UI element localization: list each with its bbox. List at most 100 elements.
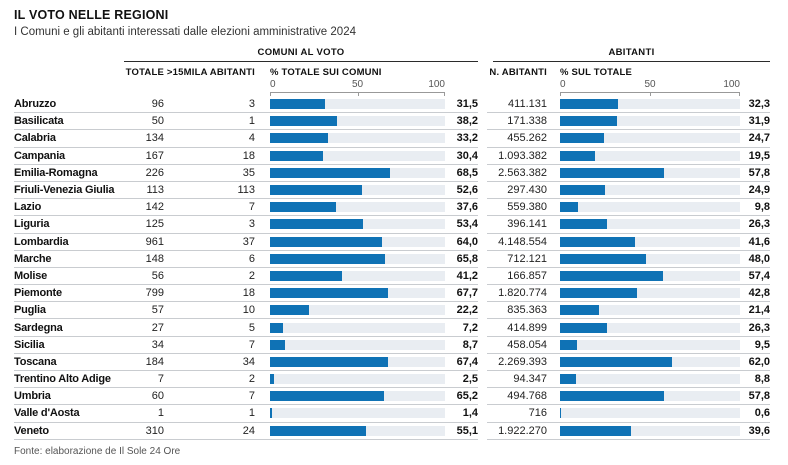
bar-track — [560, 408, 740, 419]
comuni-pct-bar — [255, 199, 445, 215]
abitanti-pct-value: 62,0 — [748, 355, 770, 368]
abitanti-value: 166.857 — [507, 269, 547, 282]
abitanti-pct-value: 48,0 — [748, 252, 770, 265]
bar-track — [270, 99, 445, 110]
table-row: Lazio 142 7 37,6 559.380 9,8 — [14, 199, 774, 217]
region-name: Molise — [14, 269, 48, 282]
abitanti-pct-bar — [547, 268, 740, 284]
table-header: COMUNI AL VOTO ABITANTI TOTALE >15MILA A… — [14, 47, 774, 96]
bar-fill — [270, 305, 309, 316]
bar-fill — [270, 219, 364, 230]
axis-tick-mark — [560, 93, 561, 96]
bar-track — [560, 356, 740, 367]
abitanti-value: 455.262 — [507, 132, 547, 145]
bar-track — [560, 425, 740, 436]
table-row: Sardegna 27 5 7,2 414.899 26,3 — [14, 319, 774, 337]
bar-track — [560, 150, 740, 161]
abitanti-pct-bar — [547, 354, 740, 370]
bar-fill — [270, 133, 329, 144]
comuni-over15k-value: 2 — [248, 269, 255, 282]
region-name: Marche — [14, 252, 52, 265]
comuni-bar-axis: 0 50 100 — [270, 79, 445, 96]
comuni-over15k-value: 5 — [248, 321, 255, 334]
comuni-totale-value: 125 — [145, 218, 164, 231]
comuni-pct-value: 30,4 — [456, 149, 478, 162]
group-label-abitanti: ABITANTI — [493, 47, 770, 62]
comuni-pct-value: 1,4 — [462, 407, 478, 420]
bar-track — [270, 150, 445, 161]
axis-tick-label-100: 100 — [428, 79, 445, 90]
table-row: Veneto 310 24 55,1 1.922.270 39,6 — [14, 423, 774, 440]
bar-track — [270, 202, 445, 213]
region-name: Valle d'Aosta — [14, 407, 80, 420]
comuni-totale-value: 167 — [145, 149, 164, 162]
abitanti-pct-value: 19,5 — [748, 149, 770, 162]
comuni-totale-value: 56 — [151, 269, 164, 282]
table-row: Sicilia 34 7 8,7 458.054 9,5 — [14, 337, 774, 354]
abitanti-value: 2.563.382 — [498, 166, 547, 179]
region-name: Umbria — [14, 390, 51, 403]
comuni-totale-value: 961 — [145, 235, 164, 248]
bar-track — [560, 133, 740, 144]
region-name: Sicilia — [14, 338, 45, 351]
abitanti-pct-value: 41,6 — [748, 235, 770, 248]
region-name: Lazio — [14, 201, 42, 214]
comuni-over15k-value: 24 — [242, 424, 255, 437]
abitanti-pct-bar — [547, 130, 740, 146]
region-name: Puglia — [14, 304, 46, 317]
comuni-axis-wrap: 0 50 100 — [255, 79, 445, 96]
table-row: Molise 56 2 41,2 166.857 57,4 — [14, 268, 774, 286]
axis-tick-label-0: 0 — [560, 79, 566, 90]
abitanti-value: 94.347 — [513, 373, 547, 386]
comuni-pct-value: 41,2 — [456, 269, 478, 282]
bar-track — [560, 339, 740, 350]
bar-fill — [560, 167, 665, 178]
comuni-pct-bar — [255, 423, 445, 439]
bar-track — [560, 391, 740, 402]
bar-track — [270, 219, 445, 230]
table-row: Toscana 184 34 67,4 2.269.393 62,0 — [14, 354, 774, 371]
comuni-totale-value: 27 — [151, 321, 164, 334]
bar-track — [560, 236, 740, 247]
bar-track — [270, 305, 445, 316]
comuni-pct-bar — [255, 113, 445, 129]
abitanti-pct-bar — [547, 113, 740, 129]
bar-track — [270, 288, 445, 299]
comuni-over15k-value: 113 — [237, 184, 255, 197]
bar-track — [560, 116, 740, 127]
comuni-totale-value: 142 — [145, 201, 164, 214]
abitanti-pct-value: 9,8 — [754, 201, 770, 214]
column-header-row: TOTALE >15MILA ABITANTI % TOTALE SUI COM… — [14, 67, 774, 78]
bar-fill — [270, 202, 336, 213]
bar-track — [270, 116, 445, 127]
bar-track — [560, 374, 740, 385]
bar-fill — [560, 391, 665, 402]
region-name: Calabria — [14, 132, 56, 145]
comuni-totale-value: 96 — [151, 98, 164, 111]
bar-fill — [560, 236, 635, 247]
comuni-totale-value: 184 — [145, 355, 164, 368]
column-header-pct-comuni: % TOTALE SUI COMUNI — [270, 67, 382, 78]
comuni-totale-value: 148 — [145, 252, 164, 265]
comuni-over15k-value: 18 — [242, 287, 255, 300]
table-row: Puglia 57 10 22,2 835.363 21,4 — [14, 302, 774, 320]
region-name: Friuli-Venezia Giulia — [14, 184, 115, 197]
comuni-over15k-value: 1 — [248, 115, 255, 128]
axis-tick-mark — [444, 93, 445, 96]
comuni-over15k-value: 4 — [248, 132, 255, 145]
abitanti-pct-bar — [547, 96, 740, 112]
bar-track — [270, 322, 445, 333]
bar-track — [560, 305, 740, 316]
comuni-pct-bar — [255, 96, 445, 112]
comuni-over15k-value: 35 — [242, 166, 255, 179]
bar-track — [270, 425, 445, 436]
abitanti-value: 712.121 — [507, 252, 547, 265]
abitanti-value: 171.338 — [507, 115, 547, 128]
region-name: Emilia-Romagna — [14, 166, 98, 179]
comuni-over15k-value: 6 — [248, 252, 255, 265]
abitanti-pct-bar — [547, 423, 740, 439]
comuni-totale-value: 310 — [145, 424, 164, 437]
bar-track — [560, 253, 740, 264]
axis-line — [270, 92, 445, 96]
bar-fill — [560, 185, 605, 196]
